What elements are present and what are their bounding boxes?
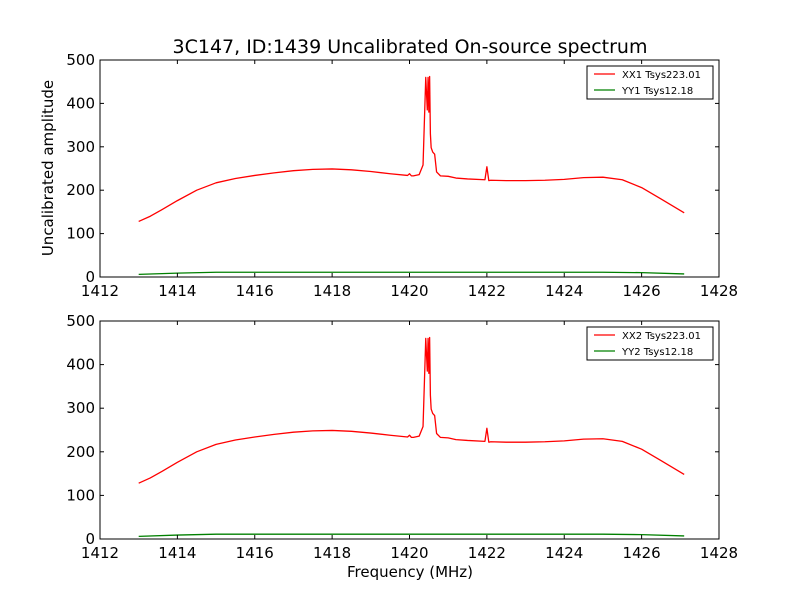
x-tick-label: 1420	[390, 544, 428, 562]
y-tick-label: 200	[66, 181, 95, 199]
y-tick-label: 400	[66, 356, 95, 374]
chart-title: 3C147, ID:1439 Uncalibrated On-source sp…	[173, 36, 648, 58]
y-tick-label: 500	[66, 312, 95, 330]
legend: XX1 Tsys223.01 YY1 Tsys12.18	[586, 65, 714, 100]
x-tick-label: 1416	[236, 544, 274, 562]
x-tick-label: 1418	[313, 544, 351, 562]
x-tick-label: 1422	[468, 544, 506, 562]
series-line-2-2	[138, 533, 685, 538]
legend-entry: YY2 Tsys12.18	[621, 347, 693, 358]
y-tick-label: 0	[85, 530, 95, 548]
legend-entry: XX1 Tsys223.01	[622, 70, 701, 81]
subplots: 1412 1414 1416 1418 1420 1422 1424 1426 1428 0 100…	[66, 51, 738, 562]
y-tick-label: 100	[66, 225, 95, 243]
subplot-2: 1412 1414 1416 1418 1420 1422 1424 1426 1428 0 100…	[66, 312, 738, 562]
y-tick-label: 300	[66, 138, 95, 156]
series-line-2-1	[138, 336, 685, 484]
x-tick-label: 1424	[545, 544, 583, 562]
x-tick-label: 1420	[390, 282, 428, 300]
legend-entry: YY1 Tsys12.18	[621, 86, 693, 97]
x-tick-label: 1418	[313, 282, 351, 300]
legend: XX2 Tsys223.01 YY2 Tsys12.18	[586, 326, 714, 361]
x-tick-label: 1412	[81, 544, 119, 562]
x-tick-label: 1424	[545, 282, 583, 300]
subplot-1: 1412 1414 1416 1418 1420 1422 1424 1426 1428 0 100…	[66, 51, 738, 300]
x-axis-label: Frequency (MHz)	[347, 563, 473, 581]
legend-entry: XX2 Tsys223.01	[622, 331, 701, 342]
x-tick-label: 1416	[236, 282, 274, 300]
series-line-1-1	[138, 75, 685, 223]
y-tick-label: 500	[66, 51, 95, 69]
y-tick-label: 100	[66, 486, 95, 504]
x-tick-label: 1428	[700, 282, 738, 300]
legend-box	[586, 65, 714, 100]
x-tick-label: 1428	[700, 544, 738, 562]
x-tick-label: 1414	[158, 544, 196, 562]
y-axis-label: Uncalibrated amplitude	[39, 80, 57, 256]
y-tick-label: 200	[66, 443, 95, 461]
y-tick-label: 300	[66, 399, 95, 417]
x-tick-label: 1426	[623, 544, 661, 562]
x-tick-label: 1426	[623, 282, 661, 300]
y-tick-label: 0	[85, 268, 95, 286]
y-tick-label: 400	[66, 94, 95, 112]
x-tick-label: 1412	[81, 282, 119, 300]
x-tick-label: 1422	[468, 282, 506, 300]
series-line-1-2	[138, 271, 685, 276]
x-tick-label: 1414	[158, 282, 196, 300]
legend-box	[586, 326, 714, 361]
